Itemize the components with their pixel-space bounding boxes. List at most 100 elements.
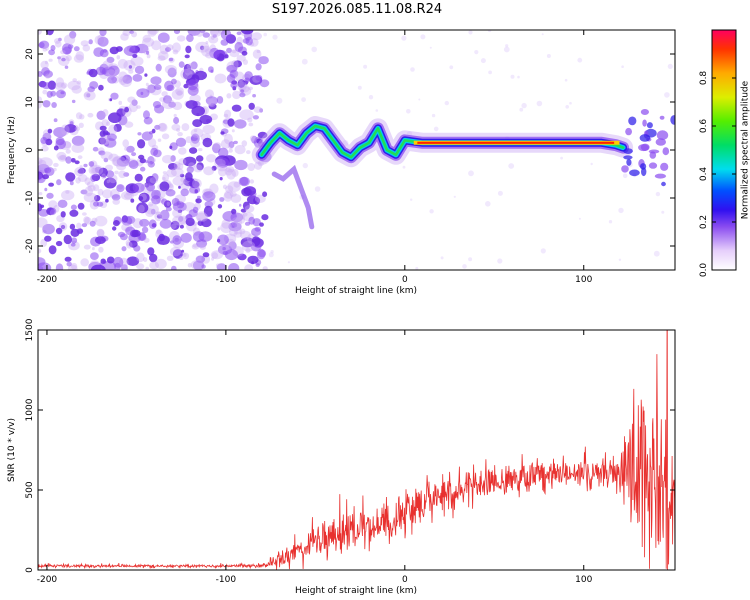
colorbar-label: Normalized spectral amplitude xyxy=(741,80,750,219)
noise-blob xyxy=(98,247,103,253)
edge-blob xyxy=(640,134,651,142)
snr-y-label: SNR (10 * v/v) xyxy=(7,418,17,482)
edge-blob xyxy=(629,170,640,177)
noise-blob xyxy=(187,63,196,70)
noise-blob xyxy=(185,172,193,181)
noise-blob xyxy=(146,183,155,191)
spectrogram-panel: -200 -100 0 100 -20-1001020 Height of strai… xyxy=(7,25,678,296)
noise-blob xyxy=(149,262,159,270)
noise-blob xyxy=(79,114,84,119)
noise-blob xyxy=(191,128,204,138)
noise-blob xyxy=(89,81,98,89)
noise-blob xyxy=(248,87,253,91)
noise-blob xyxy=(192,179,202,188)
edge-blob xyxy=(657,130,668,140)
noise-blob xyxy=(239,93,245,98)
noise-blob xyxy=(124,193,132,199)
snr-panel: -200 -100 0 100 050010001500 Height of stra… xyxy=(7,258,675,596)
noise-blob xyxy=(173,117,179,124)
noise-blob xyxy=(261,214,268,220)
noise-blob xyxy=(226,93,231,98)
noise-blob xyxy=(239,109,253,120)
noise-blob xyxy=(259,222,264,226)
noise-blob xyxy=(61,82,68,88)
noise-blob xyxy=(112,226,116,230)
noise-blob xyxy=(185,214,192,221)
noise-blob xyxy=(56,137,65,145)
noise-blob xyxy=(167,202,170,206)
noise-blob xyxy=(68,44,74,49)
noise-blob xyxy=(76,81,81,85)
noise-blob xyxy=(65,66,69,69)
secondary-trail xyxy=(274,169,312,227)
noise-blob xyxy=(70,121,74,125)
noise-blob xyxy=(227,118,234,127)
noise-blob xyxy=(167,256,174,261)
noise-speck xyxy=(569,102,572,105)
noise-blob xyxy=(126,242,132,249)
noise-speck xyxy=(481,58,486,63)
snr-x-label: Height of straight line (km) xyxy=(295,586,417,596)
noise-blob xyxy=(154,84,162,90)
noise-blob xyxy=(69,210,78,217)
noise-speck xyxy=(664,92,670,98)
noise-blob xyxy=(181,233,192,243)
x-tick-label: 100 xyxy=(575,275,592,285)
edge-blob xyxy=(642,120,647,127)
noise-blob xyxy=(144,73,147,76)
noise-blob xyxy=(195,198,201,203)
noise-blob xyxy=(215,74,227,84)
noise-blob xyxy=(113,257,123,268)
noise-speck xyxy=(311,47,317,53)
x-tick-label: -100 xyxy=(216,575,237,585)
noise-blob xyxy=(127,97,135,103)
y-tick-label: 0 xyxy=(25,147,35,153)
noise-blob xyxy=(114,171,118,175)
noise-blob xyxy=(181,189,189,197)
noise-blob xyxy=(214,159,225,168)
noise-speck xyxy=(511,75,515,79)
noise-blob xyxy=(237,32,242,36)
noise-blob xyxy=(77,228,83,234)
x-tick-label: 0 xyxy=(402,275,408,285)
colorbar-tick-label: 0.0 xyxy=(699,263,709,278)
noise-speck xyxy=(591,163,593,165)
noise-blob xyxy=(172,198,180,206)
noise-blob xyxy=(90,168,96,173)
noise-blob xyxy=(200,245,206,250)
noise-blob xyxy=(185,46,191,54)
noise-blob xyxy=(193,164,203,172)
noise-blob xyxy=(56,228,62,234)
noise-blob xyxy=(89,161,95,167)
noise-blob xyxy=(49,245,57,254)
noise-blob xyxy=(100,49,109,57)
noise-blob xyxy=(196,213,208,222)
noise-blob xyxy=(39,192,43,195)
noise-blob xyxy=(51,102,57,108)
spectrogram-signal-layer xyxy=(262,109,678,227)
noise-blob xyxy=(247,163,255,171)
noise-speck xyxy=(541,248,546,253)
noise-blob xyxy=(71,144,84,153)
noise-blob xyxy=(257,50,261,53)
noise-blob xyxy=(194,71,207,80)
noise-blob xyxy=(93,201,99,206)
noise-blob xyxy=(179,61,185,68)
edge-blob xyxy=(661,182,666,186)
noise-blob xyxy=(216,263,221,267)
noise-speck xyxy=(497,258,502,263)
noise-blob xyxy=(87,113,93,118)
edge-blob xyxy=(623,148,633,154)
spectrogram-y-label: Frequency (Hz) xyxy=(7,116,17,184)
noise-speck xyxy=(415,267,418,270)
noise-blob xyxy=(138,205,145,213)
noise-blob xyxy=(48,129,53,134)
noise-blob xyxy=(72,85,82,93)
noise-blob xyxy=(220,131,224,134)
noise-blob xyxy=(189,147,197,154)
noise-blob xyxy=(251,32,262,40)
noise-blob xyxy=(256,63,262,70)
noise-speck xyxy=(403,166,406,169)
edge-blob xyxy=(628,117,636,126)
noise-blob xyxy=(234,119,247,128)
